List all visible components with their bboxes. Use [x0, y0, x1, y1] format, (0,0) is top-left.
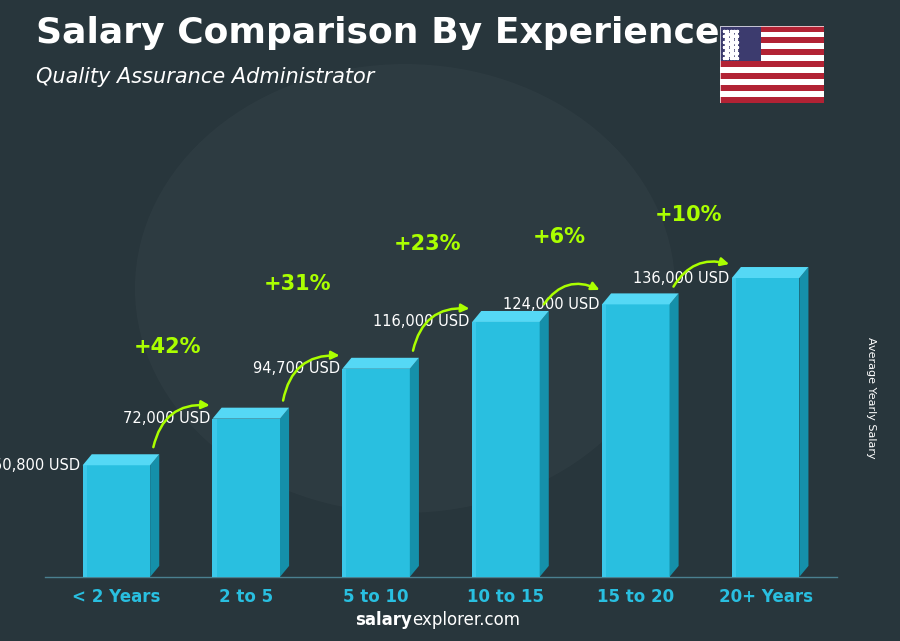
- Polygon shape: [472, 311, 549, 322]
- Bar: [720, 61, 824, 67]
- Text: +42%: +42%: [134, 337, 202, 357]
- Bar: [720, 55, 824, 61]
- Polygon shape: [732, 278, 736, 577]
- Text: 136,000 USD: 136,000 USD: [633, 271, 729, 285]
- Polygon shape: [670, 294, 679, 577]
- Polygon shape: [212, 419, 280, 577]
- Polygon shape: [342, 358, 418, 369]
- Text: Quality Assurance Administrator: Quality Assurance Administrator: [36, 67, 374, 87]
- Polygon shape: [602, 304, 670, 577]
- Polygon shape: [212, 408, 289, 419]
- Bar: [720, 73, 824, 79]
- Bar: [720, 79, 824, 85]
- Polygon shape: [150, 454, 159, 577]
- Text: salary: salary: [356, 612, 412, 629]
- Bar: [720, 26, 761, 61]
- Text: +31%: +31%: [264, 274, 331, 294]
- Polygon shape: [83, 454, 159, 465]
- Bar: [720, 31, 824, 37]
- Text: 72,000 USD: 72,000 USD: [122, 411, 210, 426]
- Text: +23%: +23%: [393, 234, 461, 254]
- Ellipse shape: [135, 64, 675, 513]
- Polygon shape: [472, 322, 540, 577]
- Polygon shape: [602, 294, 679, 304]
- Text: 124,000 USD: 124,000 USD: [503, 297, 599, 312]
- Polygon shape: [799, 267, 808, 577]
- Bar: [720, 91, 824, 97]
- Text: explorer.com: explorer.com: [412, 612, 520, 629]
- Text: 50,800 USD: 50,800 USD: [0, 458, 80, 473]
- Polygon shape: [732, 267, 808, 278]
- Polygon shape: [280, 408, 289, 577]
- Text: Average Yearly Salary: Average Yearly Salary: [866, 337, 877, 458]
- Bar: [720, 37, 824, 44]
- Bar: [720, 97, 824, 103]
- Bar: [720, 85, 824, 91]
- Polygon shape: [83, 465, 150, 577]
- Polygon shape: [342, 369, 410, 577]
- Bar: [720, 26, 824, 31]
- Polygon shape: [410, 358, 418, 577]
- Text: +10%: +10%: [655, 205, 723, 225]
- Polygon shape: [342, 369, 346, 577]
- Polygon shape: [472, 322, 476, 577]
- Bar: [720, 44, 824, 49]
- Text: 116,000 USD: 116,000 USD: [374, 315, 470, 329]
- Text: 94,700 USD: 94,700 USD: [253, 362, 339, 376]
- Bar: [720, 49, 824, 55]
- Polygon shape: [602, 304, 606, 577]
- Text: Salary Comparison By Experience: Salary Comparison By Experience: [36, 16, 719, 50]
- Bar: [720, 67, 824, 73]
- Polygon shape: [540, 311, 549, 577]
- Polygon shape: [732, 278, 799, 577]
- Text: +6%: +6%: [533, 228, 586, 247]
- Polygon shape: [83, 465, 86, 577]
- Polygon shape: [212, 419, 217, 577]
